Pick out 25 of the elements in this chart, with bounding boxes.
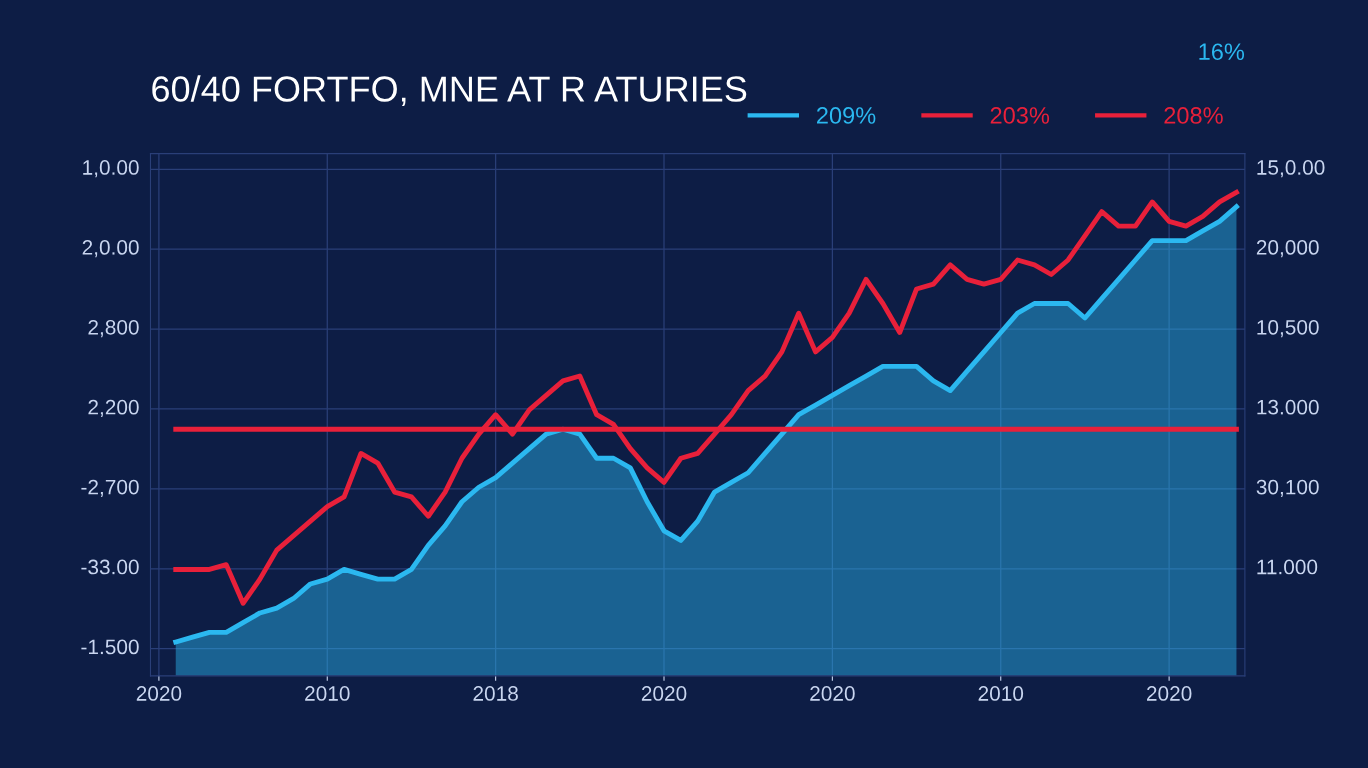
x-tick-label: 2018 xyxy=(473,686,518,701)
legend-label: 209% xyxy=(816,107,876,124)
legend-label: 208% xyxy=(1164,107,1223,124)
text: 13.000 xyxy=(1257,399,1319,415)
text: 2,0.00 xyxy=(82,240,139,258)
x-tick-label: 2020 xyxy=(136,686,182,701)
text: 15,0.00 xyxy=(1257,160,1325,178)
text: 16% xyxy=(1199,43,1245,61)
text: 30,100 xyxy=(1256,479,1319,497)
text: 10,500 xyxy=(1257,319,1319,338)
x-tick-label: 2010 xyxy=(978,686,1024,701)
text: 20,000 xyxy=(1256,240,1319,258)
x-tick-label: 2020 xyxy=(641,686,687,701)
text: -2,700 xyxy=(81,479,139,497)
chart-title: 60/40 FORTFO, MNE AT R ATURIES xyxy=(152,75,747,107)
text: 11.000 xyxy=(1257,559,1318,575)
text: 2,800 xyxy=(88,319,139,338)
legend-label: 203% xyxy=(990,107,1050,124)
text: 2,200 xyxy=(88,399,139,418)
text: -33.00 xyxy=(81,559,139,575)
text: 1,0.00 xyxy=(83,160,139,178)
x-tick-label: 2010 xyxy=(305,686,350,701)
x-tick-label: 2020 xyxy=(810,686,855,701)
text: -1.500 xyxy=(81,639,139,655)
x-tick-label: 2020 xyxy=(1146,686,1192,701)
